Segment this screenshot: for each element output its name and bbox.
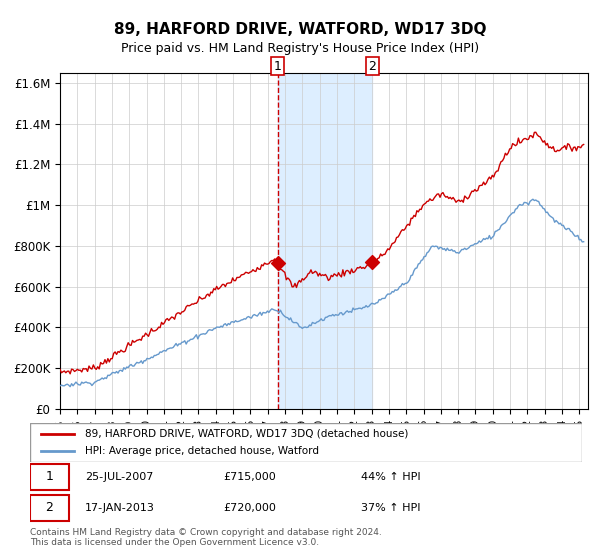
Text: 1: 1 <box>46 470 53 483</box>
Point <box>273 259 283 268</box>
Text: Contains HM Land Registry data © Crown copyright and database right 2024.
This d: Contains HM Land Registry data © Crown c… <box>30 528 382 547</box>
FancyBboxPatch shape <box>30 423 582 462</box>
Text: 2: 2 <box>46 501 53 514</box>
Text: 89, HARFORD DRIVE, WATFORD, WD17 3DQ: 89, HARFORD DRIVE, WATFORD, WD17 3DQ <box>114 22 486 38</box>
Text: 2: 2 <box>368 60 376 73</box>
Text: 17-JAN-2013: 17-JAN-2013 <box>85 502 155 512</box>
Text: 44% ↑ HPI: 44% ↑ HPI <box>361 472 421 482</box>
FancyBboxPatch shape <box>30 464 68 489</box>
Text: 89, HARFORD DRIVE, WATFORD, WD17 3DQ (detached house): 89, HARFORD DRIVE, WATFORD, WD17 3DQ (de… <box>85 429 409 439</box>
Text: HPI: Average price, detached house, Watford: HPI: Average price, detached house, Watf… <box>85 446 319 456</box>
FancyBboxPatch shape <box>30 494 68 521</box>
Text: Price paid vs. HM Land Registry's House Price Index (HPI): Price paid vs. HM Land Registry's House … <box>121 42 479 55</box>
Text: £720,000: £720,000 <box>223 502 276 512</box>
Bar <box>278 73 373 409</box>
Text: 1: 1 <box>274 60 281 73</box>
Text: £715,000: £715,000 <box>223 472 276 482</box>
Point <box>368 258 377 267</box>
Text: 37% ↑ HPI: 37% ↑ HPI <box>361 502 421 512</box>
Text: 25-JUL-2007: 25-JUL-2007 <box>85 472 154 482</box>
